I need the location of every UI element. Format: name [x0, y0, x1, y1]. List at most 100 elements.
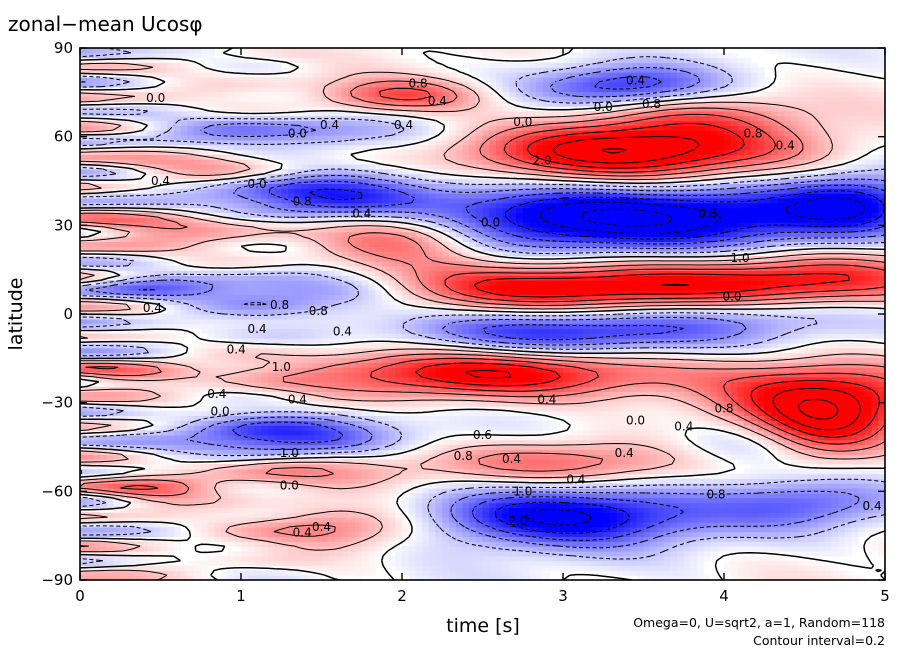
field-cell	[194, 502, 202, 508]
field-cell	[281, 551, 289, 557]
field-cell	[241, 352, 249, 359]
field-cell	[274, 86, 282, 93]
field-cell	[274, 338, 282, 344]
field-cell	[100, 575, 108, 580]
field-cell	[153, 386, 162, 392]
field-cell	[147, 260, 155, 267]
field-cell	[127, 522, 135, 528]
field-cell	[207, 96, 215, 102]
field-cell	[234, 193, 242, 199]
field-cell	[301, 294, 309, 301]
field-cell	[180, 314, 188, 320]
field-cell	[194, 391, 202, 397]
field-cell	[308, 106, 316, 112]
field-cell	[120, 260, 128, 267]
field-cell	[167, 425, 175, 431]
field-cell	[355, 125, 363, 131]
field-cell	[294, 463, 302, 470]
field-cell	[375, 314, 383, 320]
field-cell	[368, 125, 376, 131]
field-cell	[388, 323, 396, 330]
field-cell	[241, 256, 249, 262]
field-cell	[113, 575, 121, 580]
field-cell	[241, 425, 249, 431]
field-cell	[308, 391, 316, 397]
field-cell	[281, 367, 289, 373]
field-cell	[214, 517, 222, 523]
field-cell	[247, 304, 255, 310]
field-cell	[247, 285, 255, 291]
field-cell	[341, 343, 349, 349]
field-cell	[241, 560, 249, 567]
field-cell	[214, 488, 222, 494]
field-cell	[301, 299, 309, 305]
field-cell	[214, 502, 222, 508]
field-cell	[227, 299, 235, 305]
field-cell	[301, 101, 309, 107]
field-cell	[220, 125, 229, 131]
field-cell	[361, 72, 370, 78]
field-cell	[214, 410, 222, 417]
field-cell	[361, 173, 370, 180]
field-cell	[288, 357, 296, 363]
field-cell	[167, 309, 175, 315]
field-cell	[234, 285, 242, 291]
field-cell	[361, 236, 370, 242]
field-cell	[153, 130, 162, 136]
field-cell	[160, 434, 168, 441]
field-cell	[261, 381, 269, 388]
field-cell	[314, 318, 323, 325]
field-cell	[147, 154, 155, 160]
field-cell	[254, 130, 262, 136]
field-cell	[274, 343, 282, 349]
field-cell	[361, 497, 370, 504]
field-cell	[127, 415, 135, 421]
field-cell	[247, 541, 255, 547]
field-cell	[227, 304, 235, 310]
field-cell	[227, 130, 235, 136]
field-cell	[294, 188, 302, 194]
field-cell	[187, 367, 195, 373]
field-cell	[173, 386, 182, 392]
field-cell	[106, 367, 115, 373]
field-cell	[220, 357, 229, 363]
field-cell	[348, 391, 356, 397]
field-cell	[120, 517, 128, 523]
field-cell	[147, 425, 155, 431]
field-cell	[113, 120, 121, 126]
field-cell	[328, 502, 336, 508]
field-cell	[140, 135, 148, 141]
field-cell	[86, 425, 94, 431]
field-cell	[214, 309, 222, 315]
field-cell	[93, 444, 101, 450]
field-cell	[341, 236, 349, 242]
field-cell	[254, 454, 262, 460]
field-cell	[388, 314, 396, 320]
field-cell	[402, 463, 410, 470]
field-cell	[194, 144, 202, 151]
field-cell	[220, 488, 229, 494]
field-cell	[261, 231, 269, 238]
field-cell	[194, 154, 202, 160]
field-cell	[328, 492, 336, 499]
field-cell	[86, 231, 94, 238]
field-cell	[153, 352, 162, 359]
field-cell	[106, 512, 115, 518]
field-cell	[301, 357, 309, 363]
field-cell	[120, 415, 128, 421]
field-cell	[227, 468, 235, 475]
field-cell	[234, 492, 242, 499]
field-cell	[274, 531, 282, 537]
field-cell	[227, 57, 235, 64]
field-cell	[140, 67, 148, 73]
field-cell	[194, 434, 202, 441]
field-cell	[180, 188, 188, 194]
field-cell	[86, 405, 94, 412]
field-cell	[334, 120, 343, 126]
field-cell	[334, 62, 343, 68]
field-cell	[355, 333, 363, 339]
field-cell	[86, 333, 94, 339]
field-cell	[288, 410, 296, 417]
field-cell	[321, 125, 329, 131]
field-cell	[334, 304, 343, 310]
